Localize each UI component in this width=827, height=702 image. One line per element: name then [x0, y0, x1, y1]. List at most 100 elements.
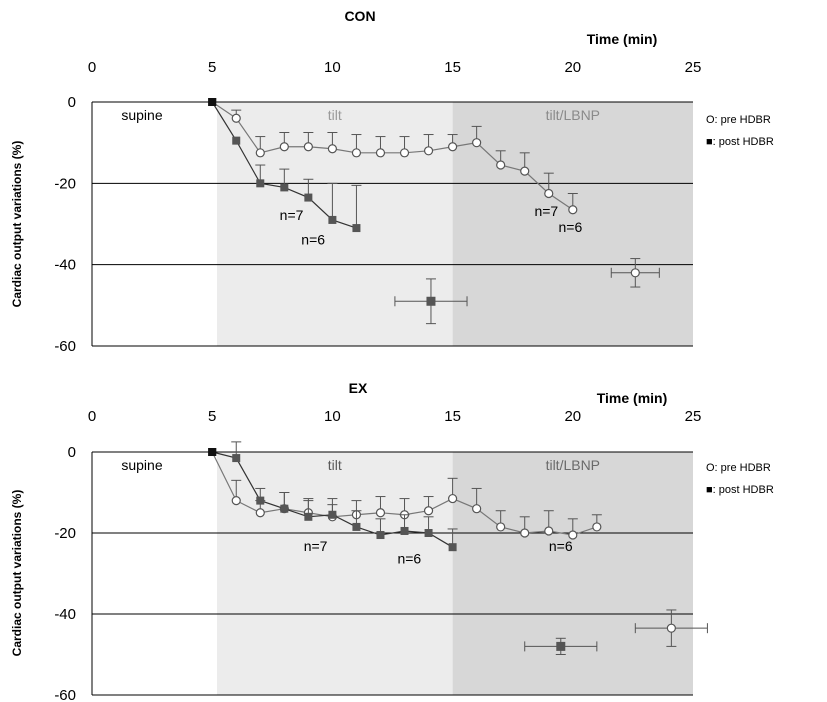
data-point-pre [592, 522, 602, 532]
data-point-post [448, 543, 457, 552]
y-tick-label: -40 [54, 257, 76, 274]
data-point-pre [520, 166, 530, 176]
phase-region-1 [217, 102, 453, 346]
x-tick-label: 5 [208, 59, 216, 76]
sample-size-label: n=6 [301, 231, 325, 247]
data-point-pre [231, 113, 241, 123]
y-axis-label: Cardiac output variations (%) [10, 490, 24, 657]
data-point-pre [255, 148, 265, 158]
region-label: supine [121, 457, 162, 473]
x-axis-label: Time (min) [597, 390, 668, 406]
series-line [211, 101, 574, 211]
data-point-post [280, 183, 289, 192]
x-tick-label: 15 [444, 59, 461, 76]
x-tick-label: 5 [208, 408, 216, 425]
data-point-post [304, 193, 313, 202]
data-point-post [352, 522, 361, 531]
data-point-pre [351, 148, 362, 158]
sample-size-label: n=7 [280, 207, 304, 223]
data-point-post [256, 496, 265, 505]
data-point-post [424, 529, 433, 537]
region-label: tilt/LBNP [546, 457, 600, 473]
data-point-post [400, 526, 409, 535]
data-point-pre [303, 142, 313, 152]
data-point-post [256, 179, 265, 188]
data-point-pre [472, 504, 482, 514]
x-tick-label: 10 [324, 59, 341, 76]
data-point-pre [496, 160, 506, 170]
chart-panel-con [91, 98, 693, 347]
data-point-post [304, 512, 313, 521]
x-tick-label: 10 [324, 408, 341, 425]
data-point-pre [279, 142, 289, 152]
y-tick-label: -20 [54, 175, 76, 192]
chart-title: CON [344, 8, 375, 24]
data-point-post [352, 224, 361, 233]
data-point-pre [568, 530, 578, 540]
data-point-post [232, 454, 241, 463]
data-point-pre [399, 148, 410, 158]
phase-region-1 [217, 452, 453, 695]
region-label: supine [121, 107, 162, 123]
x-tick-label: 25 [685, 59, 702, 76]
x-tick-label: 15 [444, 408, 461, 425]
x-axis-label: Time (min) [587, 31, 658, 47]
summary-point-post [556, 641, 566, 651]
legend-entry: ■: post HDBR [706, 136, 774, 148]
data-point-pre [568, 205, 578, 215]
data-point-post [328, 510, 337, 519]
data-point-start [208, 448, 217, 456]
x-tick-label: 0 [88, 59, 96, 76]
y-axis-label: Cardiac output variations (%) [10, 141, 24, 308]
legend-entry: O: pre HDBR [706, 462, 771, 474]
x-tick-label: 0 [88, 408, 96, 425]
y-tick-label: 0 [68, 94, 76, 111]
sample-size-label: n=6 [549, 538, 573, 554]
region-label: tilt/LBNP [546, 107, 600, 123]
summary-point-pre [666, 623, 676, 633]
sample-size-label: n=7 [534, 203, 558, 219]
data-point-pre [375, 148, 386, 158]
data-point-pre [520, 528, 530, 538]
sample-size-label: n=6 [559, 219, 583, 235]
summary-point-post [426, 296, 436, 306]
sample-size-label: n=6 [397, 550, 421, 566]
phase-region-0 [92, 452, 218, 695]
data-point-post [280, 504, 289, 513]
data-point-pre [423, 146, 434, 156]
data-point-pre [375, 508, 386, 518]
data-point-pre [327, 144, 337, 154]
data-point-post [328, 215, 337, 224]
y-tick-label: -40 [54, 606, 76, 623]
data-point-pre [448, 142, 458, 152]
x-tick-label: 20 [564, 408, 581, 425]
x-tick-label: 20 [564, 59, 581, 76]
data-point-pre [544, 526, 554, 536]
data-point-post [376, 531, 385, 540]
phase-region-2 [452, 452, 693, 695]
phase-region-2 [452, 102, 693, 346]
y-tick-label: 0 [68, 444, 76, 461]
chart-title: EX [349, 380, 368, 396]
y-tick-label: -60 [54, 687, 76, 702]
data-point-pre [472, 138, 482, 148]
data-point-start [208, 98, 217, 106]
data-point-pre [448, 493, 458, 504]
sample-size-label: n=7 [304, 538, 328, 554]
y-tick-label: -60 [54, 338, 76, 355]
y-tick-label: -20 [54, 525, 76, 542]
legend-entry: O: pre HDBR [706, 114, 771, 126]
region-label: tilt [328, 107, 342, 123]
data-point-pre [496, 522, 506, 532]
x-tick-label: 25 [685, 408, 702, 425]
data-point-pre [423, 506, 434, 516]
data-point-pre [544, 188, 554, 199]
phase-region-0 [92, 102, 218, 346]
summary-point-pre [630, 268, 640, 278]
region-label: tilt [328, 457, 342, 473]
data-point-post [232, 136, 241, 145]
chart-panel-ex [91, 441, 708, 696]
data-point-pre [231, 496, 241, 506]
legend-entry: ■: post HDBR [706, 484, 774, 496]
